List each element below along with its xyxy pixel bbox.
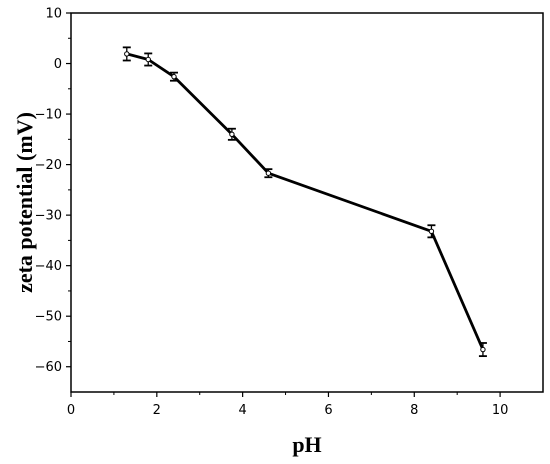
data-point bbox=[480, 346, 486, 353]
data-point bbox=[265, 170, 272, 176]
x-axis-ticks: 0 2 4 6 8 10 bbox=[67, 392, 509, 418]
data-point bbox=[171, 73, 177, 80]
data-point bbox=[124, 51, 130, 57]
y-tick-label: −30 bbox=[35, 209, 62, 224]
x-tick-label: 2 bbox=[153, 403, 161, 418]
y-tick-label: −40 bbox=[35, 259, 62, 274]
y-axis-ticks: 10 0 −10 −20 −30 −40 −50 −60 bbox=[35, 7, 71, 375]
series-layer bbox=[122, 46, 487, 358]
y-tick-label: 0 bbox=[54, 57, 62, 72]
series-line bbox=[126, 52, 485, 351]
x-tick-label: 4 bbox=[238, 403, 246, 418]
x-axis-title: pH bbox=[292, 432, 321, 457]
y-tick-label: −20 bbox=[35, 158, 62, 173]
y-tick-label: 10 bbox=[45, 7, 62, 22]
x-tick-label: 10 bbox=[492, 403, 509, 418]
x-tick-label: 8 bbox=[410, 403, 418, 418]
data-point bbox=[145, 56, 151, 63]
x-tick-label: 6 bbox=[324, 403, 332, 418]
y-tick-label: −50 bbox=[35, 310, 62, 325]
y-axis-title: zeta potential (mV) bbox=[12, 112, 37, 293]
y-tick-label: −10 bbox=[35, 108, 62, 123]
plot-frame bbox=[70, 12, 544, 393]
y-tick-label: −60 bbox=[35, 360, 62, 375]
data-point bbox=[229, 131, 235, 137]
plot-area: 0 2 4 6 8 10 10 0 −10 −20 −30 −40 −50 −60 bbox=[35, 7, 544, 418]
data-point bbox=[428, 228, 435, 235]
x-tick-label: 0 bbox=[67, 403, 75, 418]
